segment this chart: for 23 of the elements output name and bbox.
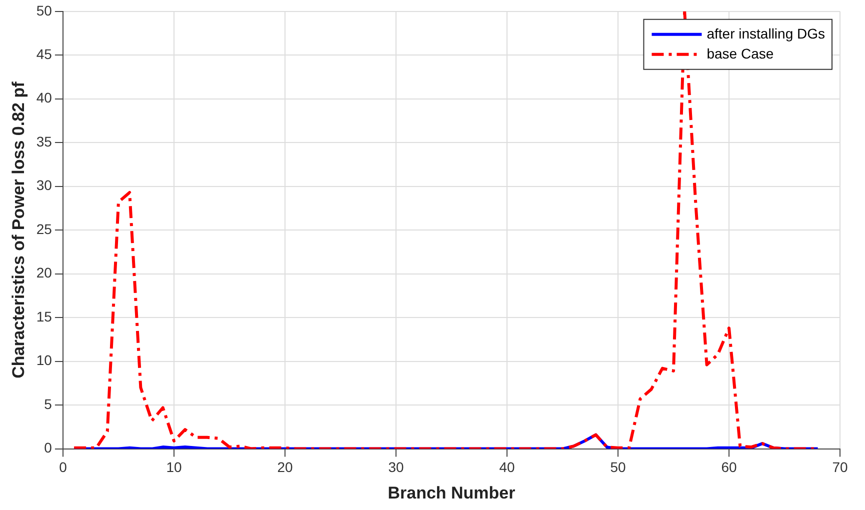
y-tick-label: 20 xyxy=(36,264,52,281)
y-tick-label: 25 xyxy=(36,220,52,237)
x-tick-label: 70 xyxy=(832,459,848,476)
x-tick-label: 50 xyxy=(610,459,626,476)
legend-label: base Case xyxy=(706,45,774,62)
x-tick-label: 20 xyxy=(277,459,293,476)
y-tick-label: 0 xyxy=(44,440,52,456)
x-tick-label: 60 xyxy=(721,459,737,476)
y-tick-label: 40 xyxy=(36,90,52,106)
x-axis-title: Branch Number xyxy=(388,483,516,502)
y-tick-label: 50 xyxy=(36,2,52,18)
y-tick-label: 45 xyxy=(36,46,52,62)
x-tick-label: 10 xyxy=(166,459,182,476)
legend-label: after installing DGs xyxy=(706,25,826,42)
x-tick-label: 0 xyxy=(59,459,68,476)
y-tick-label: 35 xyxy=(36,133,52,150)
x-tick-label: 40 xyxy=(499,459,515,476)
y-tick-label: 5 xyxy=(44,396,52,412)
y-tick-label: 30 xyxy=(36,177,52,194)
y-tick-label: 15 xyxy=(36,308,52,324)
y-axis-title: Characteristics of Power loss 0.82 pf xyxy=(8,81,28,378)
x-tick-label: 30 xyxy=(388,459,404,476)
y-tick-label: 10 xyxy=(36,352,52,368)
